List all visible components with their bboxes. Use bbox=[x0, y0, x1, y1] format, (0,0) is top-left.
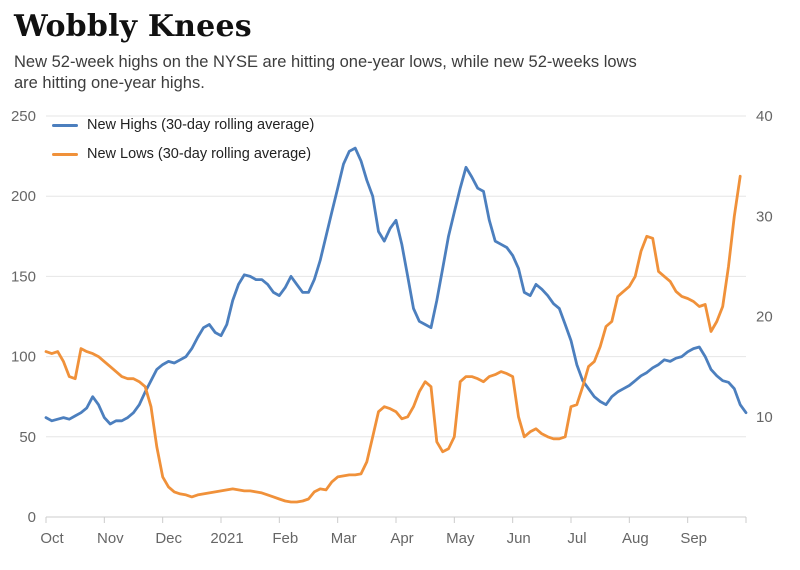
x-axis-label: Feb bbox=[272, 530, 298, 547]
x-axis-label: Aug bbox=[622, 530, 649, 547]
left-axis-tick-label: 100 bbox=[11, 349, 36, 366]
right-axis-tick-label: 40 bbox=[756, 108, 773, 125]
chart-subtitle-line1: New 52-week highs on the NYSE are hittin… bbox=[14, 52, 637, 71]
x-axis-label: Oct bbox=[40, 530, 64, 547]
x-axis-label: Nov bbox=[97, 530, 124, 547]
right-axis-tick-label: 20 bbox=[756, 309, 773, 326]
right-axis-tick-label: 30 bbox=[756, 208, 773, 225]
left-axis-tick-label: 250 bbox=[11, 108, 36, 125]
x-axis-label: 2021 bbox=[210, 530, 243, 547]
left-axis-tick-label: 150 bbox=[11, 268, 36, 285]
x-axis-label: Sep bbox=[680, 530, 707, 547]
legend: New Highs (30-day rolling average) New L… bbox=[52, 117, 314, 175]
left-axis-tick-label: 200 bbox=[11, 188, 36, 205]
x-axis-label: Apr bbox=[390, 530, 413, 547]
line-chart: 0 50 100 150 200 250 10 20 30 40 Oct Nov Dec 2021 Feb M… bbox=[11, 108, 773, 547]
x-axis-label: Mar bbox=[331, 530, 357, 547]
chart-title: Wobbly Knees bbox=[14, 9, 252, 44]
x-axis-label: Jul bbox=[567, 530, 586, 547]
chart-subtitle-line2: are hitting one-year highs. bbox=[14, 74, 205, 93]
new-highs-line-swatch bbox=[52, 123, 78, 127]
right-axis-tick-label: 10 bbox=[756, 409, 773, 426]
x-axis-label: Jun bbox=[507, 530, 531, 547]
legend-label-new-lows: New Lows (30-day rolling average) bbox=[87, 146, 312, 163]
chart-subtitle: New 52-week highs on the NYSE are hittin… bbox=[14, 52, 784, 96]
series-line-new-highs[interactable] bbox=[44, 146, 748, 426]
new-lows-line-swatch bbox=[52, 152, 78, 156]
legend-item-new-highs[interactable]: New Highs (30-day rolling average) bbox=[52, 117, 314, 133]
chart-header: Wobbly Knees New 52-week highs on the NY… bbox=[0, 0, 800, 95]
x-axis-label: Dec bbox=[155, 530, 182, 547]
legend-item-new-lows[interactable]: New Lows (30-day rolling average) bbox=[52, 146, 314, 162]
chart-area: 0 50 100 150 200 250 10 20 30 40 Oct Nov Dec 2021 Feb M… bbox=[0, 97, 800, 569]
legend-label-new-highs: New Highs (30-day rolling average) bbox=[87, 117, 315, 134]
x-axis-label: May bbox=[446, 530, 475, 547]
series-line-new-lows[interactable] bbox=[44, 174, 742, 504]
left-axis-tick-label: 0 bbox=[28, 509, 36, 526]
left-axis-tick-label: 50 bbox=[19, 429, 36, 446]
